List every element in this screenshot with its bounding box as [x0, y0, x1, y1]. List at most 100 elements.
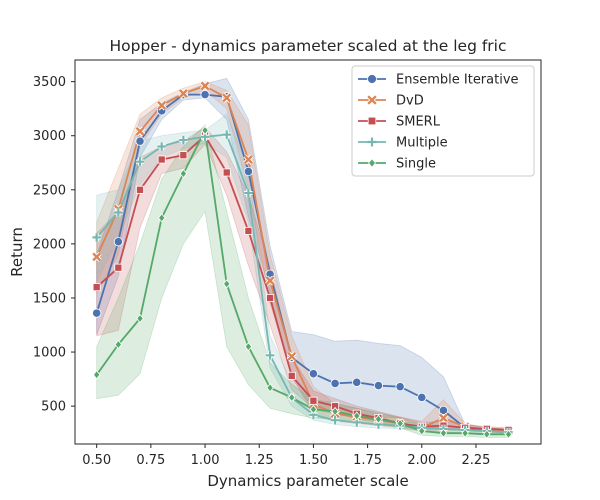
x-tick-label: 0.50 [82, 453, 111, 468]
legend-label-ensemble-iterative: Ensemble Iterative [396, 73, 519, 88]
point-smerl [222, 168, 231, 177]
y-axis-label: Return [8, 227, 26, 277]
point-ensemble-iterative [352, 377, 362, 387]
point-single [353, 411, 361, 421]
point-single [396, 418, 404, 429]
legend-entry-multiple: Multiple [358, 136, 448, 151]
x-tick-label: 2.25 [462, 453, 491, 468]
point-single [201, 125, 209, 135]
point-ensemble-iterative [135, 136, 145, 146]
point-single [288, 392, 296, 403]
point-ensemble-iterative [200, 90, 210, 100]
legend-frame [351, 65, 535, 177]
point-ensemble-iterative [438, 405, 449, 416]
point-ensemble-iterative [92, 308, 102, 318]
point-dvd [156, 100, 167, 111]
point-single [374, 414, 383, 424]
legend-entry-single: Single [358, 157, 436, 172]
legend-label-multiple: Multiple [396, 136, 448, 151]
point-single [266, 383, 274, 393]
y-tick-label: 3500 [33, 75, 66, 90]
point-ensemble-iterative [113, 237, 123, 247]
line-single [95, 129, 509, 436]
point-single [439, 428, 448, 438]
point-dvd [286, 351, 297, 362]
legend: Ensemble Iterative DvD SMERL Multiple Single [351, 65, 535, 177]
y-tick-label: 1000 [33, 346, 66, 361]
point-multiple [157, 142, 166, 151]
y-tick-label: 500 [41, 400, 66, 415]
legend-marker-multiple [367, 137, 377, 147]
x-tick-label: 0.75 [136, 453, 165, 468]
point-single [461, 428, 469, 438]
legend-marker-single [368, 158, 376, 168]
point-multiple [92, 233, 101, 242]
plot-frame [74, 59, 542, 445]
y-axis-ticks: 500 1000 1500 2000 2500 3000 3500 [33, 75, 75, 415]
legend-entry-ensemble-iterative: Ensemble Iterative [358, 73, 519, 88]
x-tick-label: 1.50 [299, 453, 328, 468]
point-smerl [136, 185, 144, 194]
legend-entry-smerl: SMERL [358, 115, 441, 130]
point-single [418, 426, 426, 436]
point-smerl [266, 294, 275, 302]
point-single [157, 213, 166, 223]
point-single [179, 168, 188, 179]
point-single [136, 313, 144, 324]
x-tick-label: 1.75 [353, 453, 382, 468]
x-axis-label: Dynamics parameter scale [207, 472, 408, 490]
point-ensemble-iterative [395, 382, 405, 392]
point-smerl [309, 396, 318, 405]
point-multiple [179, 135, 188, 145]
point-ensemble-iterative [417, 392, 427, 403]
point-dvd [178, 88, 189, 99]
point-smerl [287, 371, 296, 380]
point-smerl [114, 263, 123, 272]
point-multiple [330, 416, 340, 425]
point-dvd [134, 126, 146, 137]
legend-marker-dvd [366, 94, 378, 106]
legend-marker-ensemble-iterative [367, 74, 377, 84]
y-tick-label: 1500 [33, 291, 66, 306]
point-dvd [438, 412, 449, 424]
point-single [244, 342, 253, 352]
point-multiple [114, 208, 123, 217]
point-dvd [199, 80, 211, 92]
point-smerl [92, 283, 101, 292]
point-single [92, 370, 101, 380]
point-ensemble-iterative [373, 380, 384, 391]
point-smerl [157, 155, 166, 164]
point-single [223, 279, 231, 289]
point-ensemble-iterative [308, 369, 319, 379]
point-single [331, 406, 339, 417]
point-single [483, 429, 491, 439]
point-dvd [91, 251, 102, 262]
y-tick-label: 2500 [33, 183, 66, 198]
point-dvd [221, 92, 232, 103]
point-smerl [179, 151, 188, 160]
series-markers [91, 80, 514, 439]
point-dvd [243, 154, 254, 165]
x-axis-ticks: 0.50 0.75 1.00 1.25 1.50 1.75 2.00 2.25 [82, 444, 490, 468]
x-tick-label: 1.25 [245, 453, 274, 468]
legend-label-single: Single [396, 157, 436, 172]
point-single [504, 429, 513, 439]
point-multiple [135, 157, 145, 166]
point-multiple [265, 351, 275, 360]
legend-marker-smerl [367, 116, 377, 126]
legend-label-dvd: DvD [396, 94, 424, 109]
y-tick-label: 2000 [33, 237, 66, 252]
point-multiple [244, 188, 253, 198]
legend-entry-dvd: DvD [358, 94, 424, 109]
y-tick-label: 3000 [33, 129, 66, 144]
point-single [114, 339, 123, 350]
x-tick-label: 2.00 [407, 453, 436, 468]
chart-title: Hopper - dynamics parameter scaled at th… [109, 37, 506, 55]
x-tick-label: 1.00 [191, 453, 220, 468]
legend-label-smerl: SMERL [396, 115, 441, 130]
point-smerl [244, 226, 253, 235]
point-single [309, 404, 318, 415]
point-multiple [222, 130, 231, 139]
point-ensemble-iterative [243, 166, 253, 177]
